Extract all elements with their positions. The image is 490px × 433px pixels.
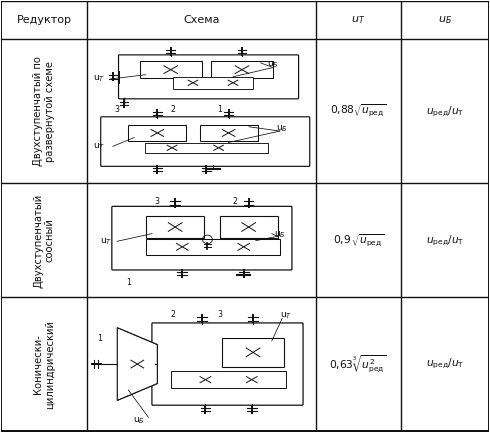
Text: Двухступенчатый по
развернутой схеме: Двухступенчатый по развернутой схеме	[33, 56, 55, 166]
Bar	[173, 77, 253, 89]
Text: Редуктор: Редуктор	[17, 15, 72, 25]
Bar	[146, 216, 204, 238]
Bar	[146, 239, 280, 255]
Text: Схема: Схема	[183, 15, 220, 25]
Text: u$_T$: u$_T$	[93, 141, 106, 152]
Text: u$_\mathregular{Б}$: u$_\mathregular{Б}$	[438, 14, 452, 26]
Text: u$_T$: u$_T$	[100, 236, 112, 246]
Text: 3: 3	[217, 310, 222, 319]
Text: u$_T$: u$_T$	[93, 74, 106, 84]
Text: u$_Б$: u$_Б$	[267, 60, 279, 70]
FancyBboxPatch shape	[101, 117, 310, 166]
Text: Конически-
цилиндрический: Конически- цилиндрический	[33, 320, 55, 409]
FancyBboxPatch shape	[119, 55, 298, 99]
Bar	[171, 371, 287, 388]
Text: Двухступенчатый
соосный: Двухступенчатый соосный	[33, 193, 55, 288]
Text: 1: 1	[126, 278, 131, 287]
Text: u$_Б$: u$_Б$	[276, 123, 288, 134]
Bar	[211, 61, 273, 78]
Text: 2: 2	[233, 197, 238, 206]
Text: $0{,}88\sqrt{u_{\rm рeд}}$: $0{,}88\sqrt{u_{\rm рeд}}$	[330, 103, 387, 120]
Text: u$_Б$: u$_Б$	[133, 416, 146, 427]
FancyBboxPatch shape	[112, 207, 292, 270]
FancyBboxPatch shape	[152, 323, 303, 405]
Text: 2: 2	[171, 310, 175, 319]
Bar	[222, 338, 284, 367]
Bar	[199, 125, 258, 141]
Text: $u_{\rm рeд}/u_{\rm T}$: $u_{\rm рeд}/u_{\rm T}$	[426, 357, 464, 371]
Text: 1: 1	[97, 333, 102, 343]
Bar	[220, 216, 278, 238]
Text: u$_\mathregular{T}$: u$_\mathregular{T}$	[351, 14, 366, 26]
Text: 1: 1	[217, 105, 222, 114]
Text: $u_{\rm рeд}/u_{\rm T}$: $u_{\rm рeд}/u_{\rm T}$	[426, 104, 464, 119]
Text: $u_{\rm рeд}/u_{\rm T}$: $u_{\rm рeд}/u_{\rm T}$	[426, 233, 464, 248]
Text: 3: 3	[155, 197, 160, 206]
Text: $0{,}63\sqrt[3]{u^2_{\rm рeд}}$: $0{,}63\sqrt[3]{u^2_{\rm рeд}}$	[329, 353, 387, 375]
Text: u$_T$: u$_T$	[280, 311, 293, 321]
Text: u$_Б$: u$_Б$	[274, 229, 286, 240]
Text: 3: 3	[115, 105, 120, 114]
Text: 2: 2	[171, 105, 175, 114]
Bar	[128, 125, 186, 141]
Polygon shape	[117, 328, 157, 401]
Bar	[145, 142, 268, 153]
Bar	[140, 61, 202, 78]
Text: $0{,}9\,\sqrt{u_{\rm рeд}}$: $0{,}9\,\sqrt{u_{\rm рeд}}$	[333, 232, 384, 249]
